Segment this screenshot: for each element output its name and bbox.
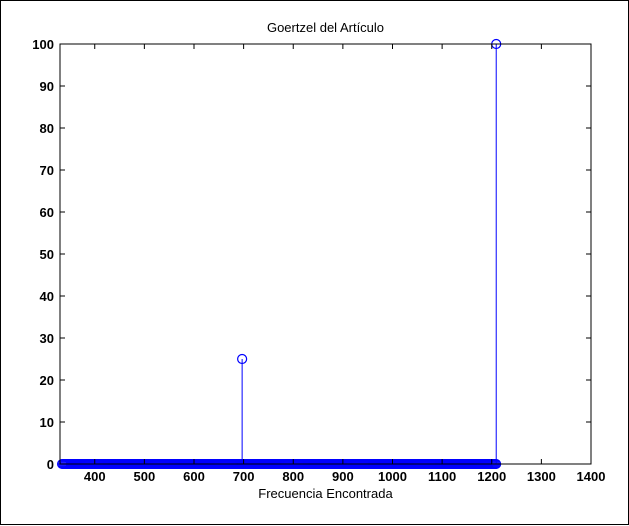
x-tick-label: 900 <box>332 469 354 484</box>
x-tick-label: 1400 <box>577 469 606 484</box>
chart-title: Goertzel del Artículo <box>267 20 384 35</box>
y-tick-label: 20 <box>40 373 54 388</box>
axes-box <box>59 43 592 465</box>
x-tick-label: 1200 <box>477 469 506 484</box>
x-tick-label: 500 <box>134 469 156 484</box>
x-tick-label: 1000 <box>378 469 407 484</box>
y-tick-label: 50 <box>40 247 54 262</box>
x-tick-label: 700 <box>233 469 255 484</box>
y-ticks: 0 10 20 30 40 50 60 70 80 90 100 <box>32 37 591 472</box>
y-tick-label: 30 <box>40 331 54 346</box>
y-tick-label: 0 <box>47 457 54 472</box>
stem-marker-peak-1 <box>237 353 248 365</box>
x-ticks: 400 500 600 700 800 900 1000 1100 1200 1300 1400 <box>84 44 606 484</box>
y-tick-label: 40 <box>40 289 54 304</box>
x-tick-label: 600 <box>183 469 205 484</box>
y-tick-label: 60 <box>40 205 54 220</box>
x-tick-label: 1100 <box>428 469 456 484</box>
x-axis-label: Frecuencia Encontrada <box>258 486 393 501</box>
y-tick-label: 80 <box>40 121 54 136</box>
x-tick-label: 1300 <box>527 469 556 484</box>
x-tick-label: 800 <box>282 469 304 484</box>
y-tick-label: 100 <box>32 37 54 52</box>
x-tick-label: 400 <box>84 469 106 484</box>
y-tick-label: 70 <box>40 163 54 178</box>
y-tick-label: 90 <box>40 79 54 94</box>
y-tick-label: 10 <box>40 415 54 430</box>
plot-layer <box>56 38 502 469</box>
